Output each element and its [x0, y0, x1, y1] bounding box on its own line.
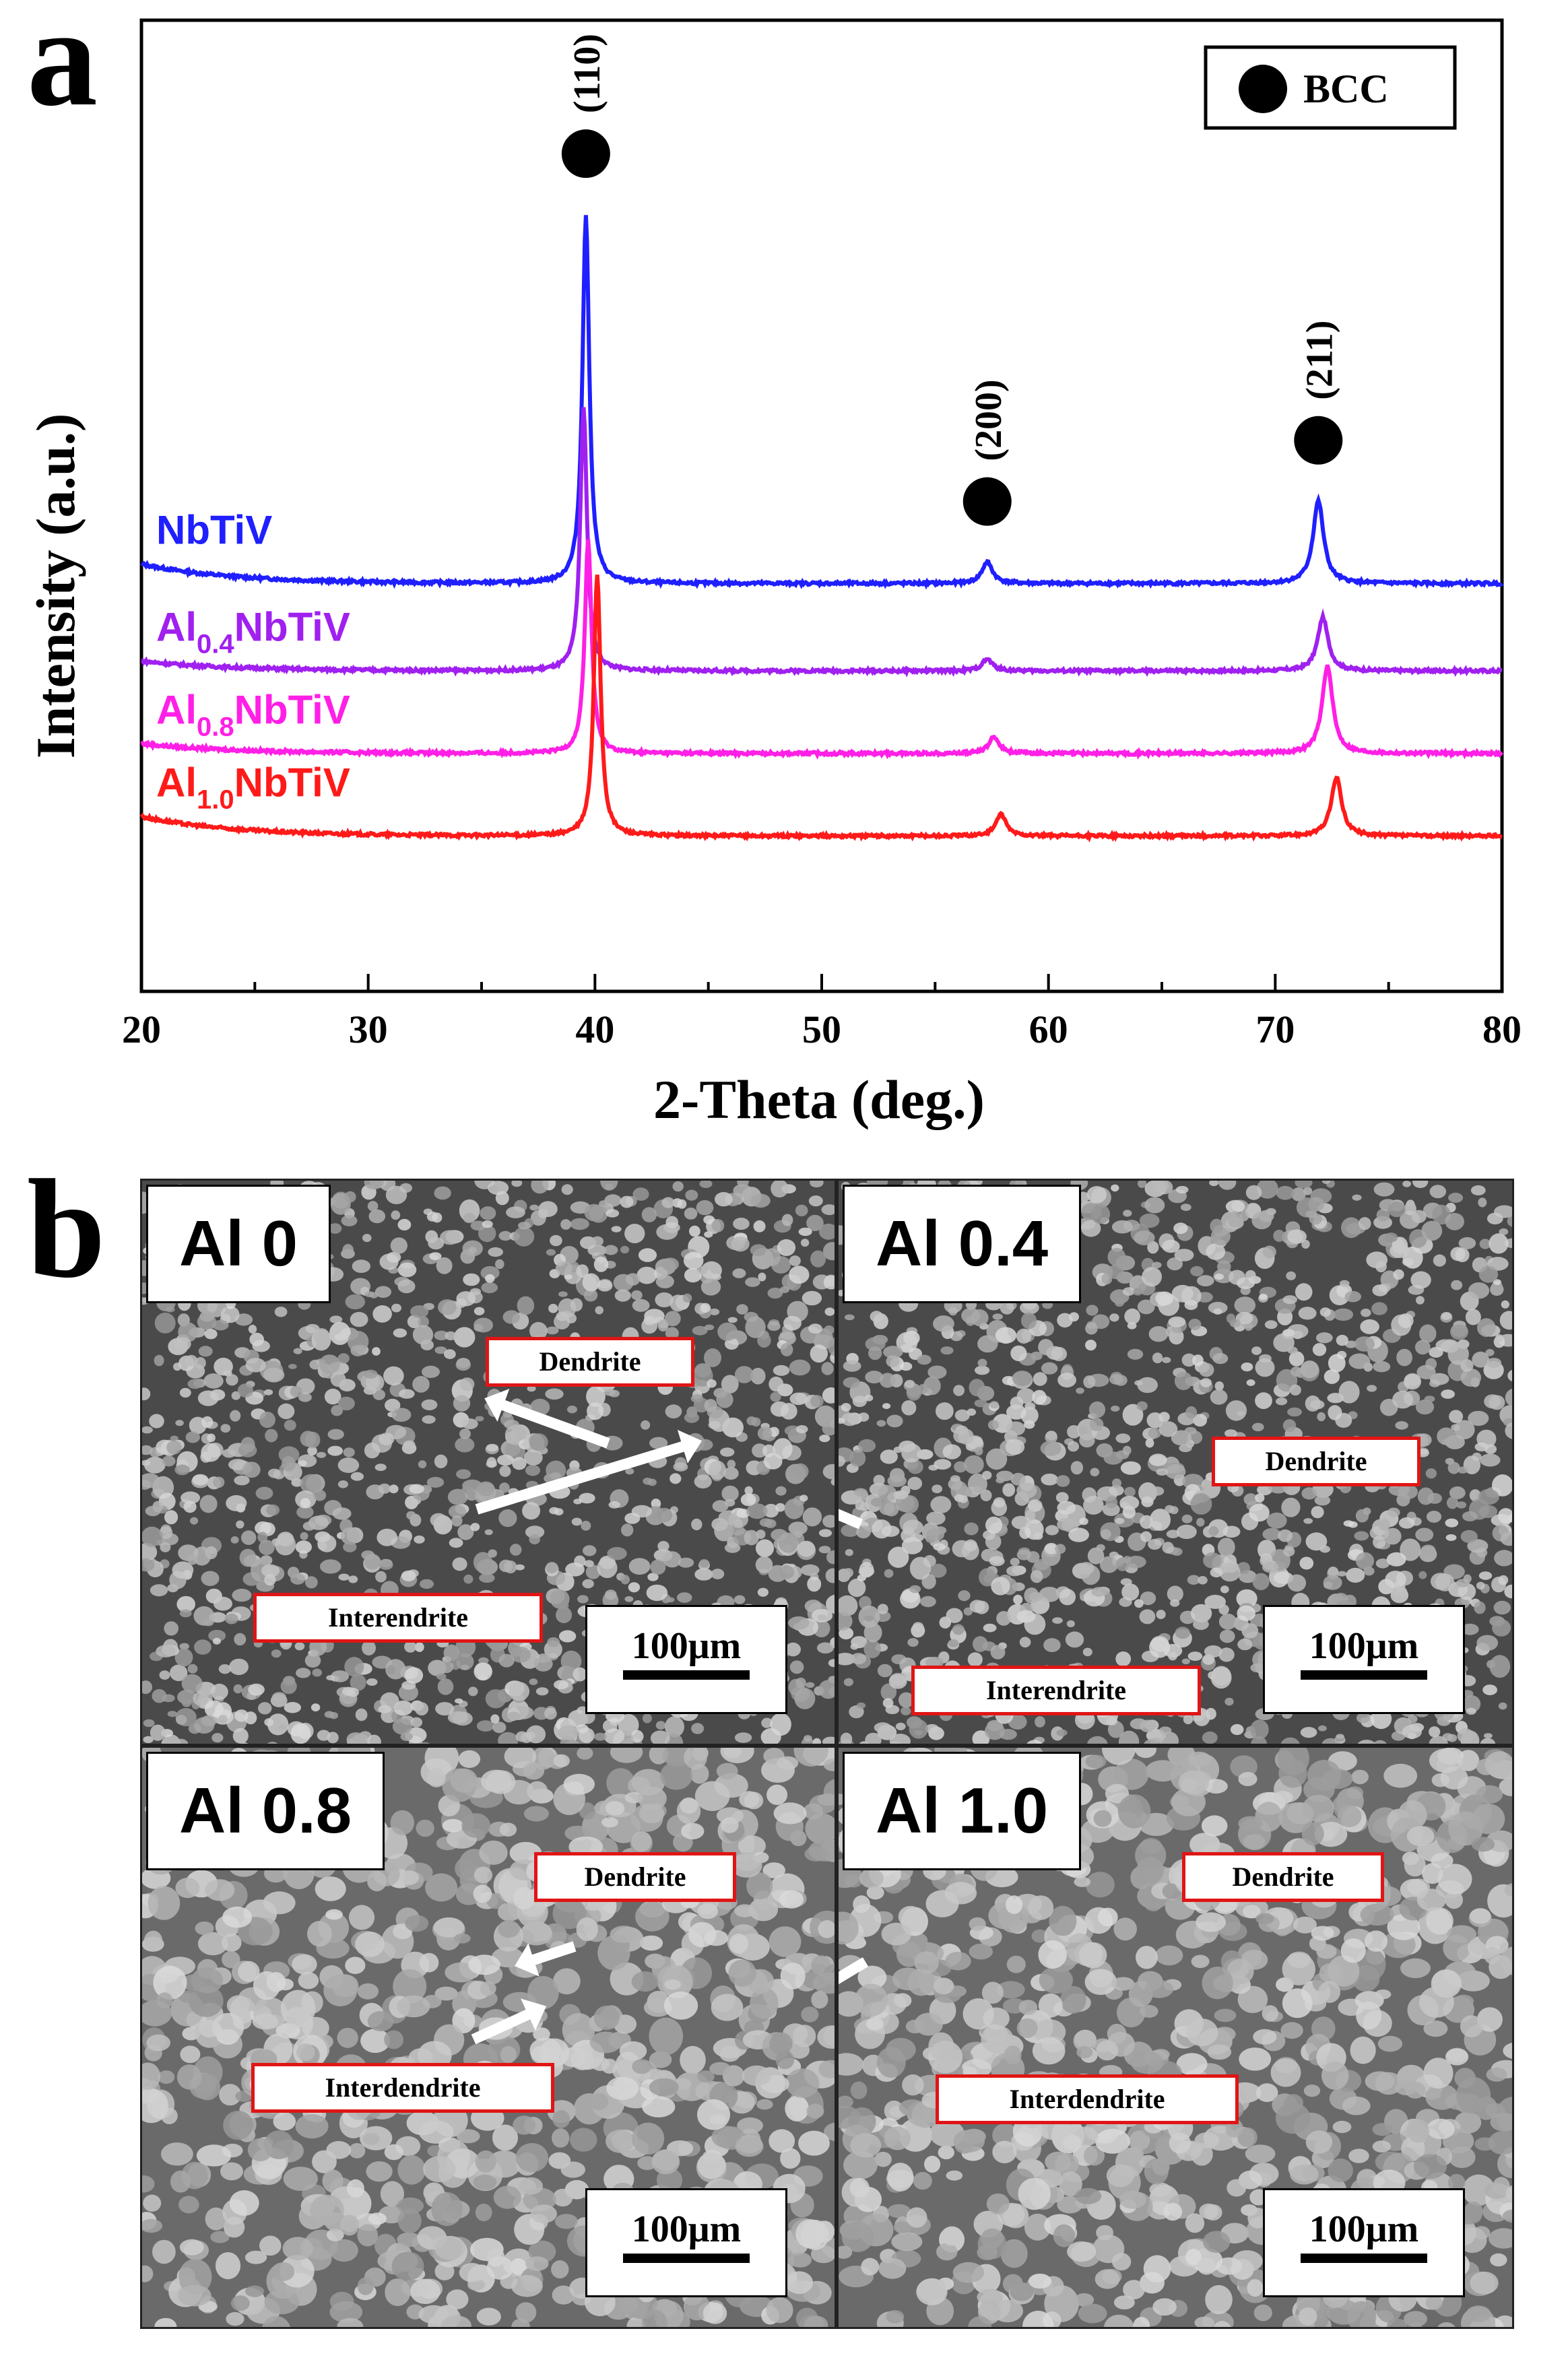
dendrite-callout: Dendrite	[534, 1852, 736, 1902]
xrd-series-line	[141, 407, 1503, 678]
peak-label: (110)	[566, 34, 608, 113]
arrow-icon	[475, 1439, 691, 1515]
scale-bar: 100μm	[1263, 1605, 1465, 1714]
arrow-layer	[475, 1389, 703, 1515]
micrograph-label: Al 0	[146, 1185, 331, 1303]
scale-bar-line	[1301, 2254, 1427, 2263]
arrow-icon	[839, 1957, 869, 1985]
bcc-peak-marker-icon	[962, 477, 1012, 526]
series-label: Al0.8NbTiV	[156, 687, 350, 742]
x-tick-label: 60	[1029, 1008, 1068, 1051]
x-tick-label: 70	[1255, 1008, 1295, 1051]
scale-bar: 100μm	[585, 2188, 787, 2297]
plot-area-border	[139, 18, 1504, 993]
micrograph-label: Al 0.4	[843, 1185, 1082, 1303]
xrd-series-line	[139, 574, 1503, 843]
scale-bar-line	[1301, 1670, 1427, 1680]
arrow-icon	[839, 1509, 863, 1530]
bcc-legend-marker-icon	[1239, 65, 1287, 113]
arrowhead-icon	[484, 1389, 510, 1422]
dendrite-callout: Dendrite	[1212, 1437, 1420, 1486]
x-axis-label: 2-Theta (deg.)	[653, 1069, 985, 1130]
series-label: NbTiV	[156, 508, 272, 553]
interdendrite-callout: Interendrite	[911, 1666, 1201, 1715]
scale-bar-line	[623, 1670, 750, 1680]
x-tick-label: 20	[122, 1008, 161, 1051]
x-tick-label: 80	[1482, 1008, 1522, 1051]
x-tick-label: 40	[575, 1008, 614, 1051]
scale-bar-label: 100μm	[631, 2208, 742, 2250]
chart-legend: BCC	[1204, 45, 1457, 130]
arrow-layer	[471, 1941, 577, 2045]
panel-b-label: b	[27, 1151, 106, 1307]
scale-bar-label: 100μm	[631, 1625, 742, 1667]
arrow-icon	[495, 1398, 610, 1449]
sem-micrograph: Al 0.8 Dendrite Interdendrite 100μm	[140, 1746, 837, 2329]
bcc-peak-marker-icon	[561, 129, 610, 178]
scale-bar: 100μm	[585, 1605, 787, 1714]
arrowhead-icon	[521, 1998, 547, 2031]
interdendrite-callout: Interdendrite	[936, 2074, 1239, 2124]
series-label: Al0.4NbTiV	[156, 605, 350, 659]
scale-bar-label: 100μm	[1309, 2208, 1419, 2250]
y-axis-label: Intensity (a.u.)	[25, 414, 86, 759]
arrowhead-icon	[515, 1943, 540, 1977]
series-label: Al1.0NbTiV	[156, 760, 350, 814]
interdendrite-callout: Interdendrite	[251, 2063, 554, 2113]
scale-bar: 100μm	[1263, 2188, 1465, 2297]
x-tick-label: 50	[802, 1008, 841, 1051]
x-tick-label: 30	[349, 1008, 388, 1051]
arrow-layer	[839, 1957, 869, 1985]
micrograph-label: Al 0.8	[146, 1752, 385, 1870]
xrd-series-line	[140, 539, 1504, 760]
arrow-icon	[471, 2006, 537, 2045]
arrow-layer	[839, 1509, 863, 1530]
bcc-peak-marker-icon	[1294, 416, 1343, 465]
legend-label: BCC	[1303, 67, 1389, 111]
interdendrite-callout: Interendrite	[253, 1593, 543, 1643]
panel-a-label: a	[27, 0, 98, 135]
xrd-series-line	[140, 215, 1504, 590]
scale-bar-line	[623, 2254, 750, 2263]
sem-micrograph: Al 1.0 Dendrite Interdendrite 100μm	[837, 1746, 1514, 2329]
sem-micrograph: Al 0.4 Dendrite Interendrite 100μm	[837, 1179, 1514, 1746]
peak-label: (211)	[1299, 321, 1340, 400]
xrd-chart: 20 30 40 50 60 70 80 NbTiV Al0.4NbTiV Al0.8NbTiV…	[25, 18, 1522, 1130]
dendrite-callout: Dendrite	[1182, 1852, 1384, 1902]
dendrite-callout: Dendrite	[486, 1337, 694, 1387]
arrow-icon	[525, 1941, 577, 1967]
arrowhead-icon	[677, 1430, 703, 1464]
micrograph-label: Al 1.0	[843, 1752, 1082, 1870]
scale-bar-label: 100μm	[1309, 1625, 1419, 1667]
peak-label: (200)	[968, 379, 1010, 461]
sem-micrograph: Al 0 Dendrite Interendrite 100μm	[140, 1179, 837, 1746]
